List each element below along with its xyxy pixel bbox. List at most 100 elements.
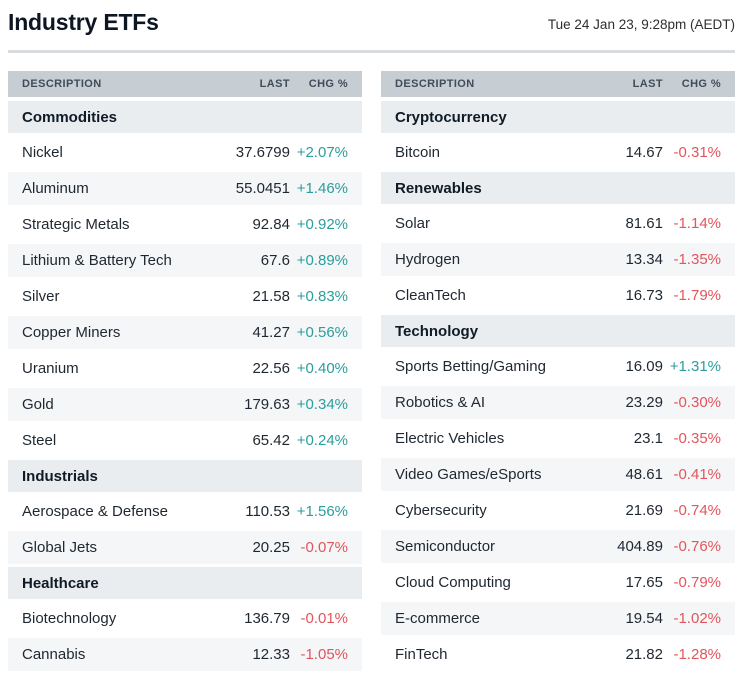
etf-change-percent: -1.05%: [300, 646, 348, 663]
etf-change-percent: +1.31%: [669, 358, 721, 375]
etf-row: E-commerce 19.54 -1.02%: [381, 602, 735, 635]
etf-name: Cloud Computing: [395, 574, 511, 591]
etf-last-value: 22.56: [252, 360, 290, 377]
etf-last-value: 14.67: [625, 144, 663, 161]
etf-last-value: 12.33: [252, 646, 290, 663]
etf-name: Cannabis: [22, 646, 86, 663]
etf-change-percent: +0.92%: [296, 216, 348, 233]
etf-change-percent: -1.79%: [673, 287, 721, 304]
etf-last-value: 21.69: [625, 502, 663, 519]
etf-name: Cybersecurity: [395, 502, 487, 519]
etf-name: Strategic Metals: [22, 216, 130, 233]
etf-row: Cybersecurity 21.69 -0.74%: [381, 494, 735, 527]
etf-row: Cannabis 12.33 -1.05%: [8, 638, 362, 671]
column-header-description: DESCRIPTION: [22, 78, 102, 90]
etf-row: Semiconductor 404.89 -0.76%: [381, 530, 735, 563]
column-header-last: LAST: [632, 78, 663, 90]
etf-change-percent: -0.07%: [300, 539, 348, 556]
section-header: Renewables: [381, 172, 735, 204]
etf-name: Bitcoin: [395, 144, 441, 161]
etf-row: Electric Vehicles 23.1 -0.35%: [381, 422, 735, 455]
etf-change-percent: -0.41%: [673, 466, 721, 483]
etf-row: Sports Betting/Gaming 16.09 +1.31%: [381, 350, 735, 383]
etf-name: Aerospace & Defense: [22, 503, 168, 520]
table-body: Commodities Nickel 37.6799 +2.07% Aluminum 55…: [8, 101, 362, 671]
etf-name: Uranium: [22, 360, 79, 377]
header-divider: [8, 50, 735, 53]
page-title: Industry ETFs: [8, 9, 159, 35]
section-header: Cryptocurrency: [381, 101, 735, 133]
etf-name: CleanTech: [395, 287, 466, 304]
etf-change-percent: -1.28%: [673, 646, 721, 663]
etf-row: Gold 179.63 +0.34%: [8, 388, 362, 421]
etf-name: E-commerce: [395, 610, 481, 627]
etf-row: Aluminum 55.0451 +1.46%: [8, 172, 362, 205]
etf-last-value: 16.09: [625, 358, 663, 375]
table-header-row: DESCRIPTION LAST CHG %: [8, 71, 362, 97]
etf-change-percent: +0.40%: [296, 360, 348, 377]
section-header: Healthcare: [8, 567, 362, 599]
table-header-row: DESCRIPTION LAST CHG %: [381, 71, 735, 97]
etf-last-value: 16.73: [625, 287, 663, 304]
section-header: Commodities: [8, 101, 362, 133]
timestamp: Tue 24 Jan 23, 9:28pm (AEDT): [547, 17, 735, 32]
etf-last-value: 136.79: [244, 610, 290, 627]
etf-change-percent: +2.07%: [296, 144, 348, 161]
etf-row: Aerospace & Defense 110.53 +1.56%: [8, 495, 362, 528]
etf-change-percent: -0.76%: [673, 538, 721, 555]
etf-name: Hydrogen: [395, 251, 461, 268]
etf-name: Biotechnology: [22, 610, 117, 627]
etf-name: Steel: [22, 432, 57, 449]
etf-change-percent: +0.89%: [296, 252, 348, 269]
etf-last-value: 20.25: [252, 539, 290, 556]
etf-name: Video Games/eSports: [395, 466, 542, 483]
etf-name: Global Jets: [22, 539, 98, 556]
etf-name: Robotics & AI: [395, 394, 486, 411]
etf-last-value: 67.6: [260, 252, 290, 269]
etf-row: Uranium 22.56 +0.40%: [8, 352, 362, 385]
etf-name: Sports Betting/Gaming: [395, 358, 546, 375]
etf-change-percent: -0.31%: [673, 144, 721, 161]
etf-change-percent: -0.79%: [673, 574, 721, 591]
etf-row: Cloud Computing 17.65 -0.79%: [381, 566, 735, 599]
etf-last-value: 13.34: [625, 251, 663, 268]
etf-change-percent: +0.34%: [296, 396, 348, 413]
etf-change-percent: +0.83%: [296, 288, 348, 305]
etf-row: FinTech 21.82 -1.28%: [381, 638, 735, 671]
column-header-description: DESCRIPTION: [395, 78, 475, 90]
etf-last-value: 81.61: [625, 215, 663, 232]
etf-row: Lithium & Battery Tech 67.6 +0.89%: [8, 244, 362, 277]
etf-name: Aluminum: [22, 180, 89, 197]
etf-name: Solar: [395, 215, 431, 232]
etf-change-percent: +1.46%: [296, 180, 348, 197]
etf-change-percent: +1.56%: [296, 503, 348, 520]
etf-row: Video Games/eSports 48.61 -0.41%: [381, 458, 735, 491]
etf-change-percent: -1.14%: [673, 215, 721, 232]
etf-last-value: 17.65: [625, 574, 663, 591]
etf-last-value: 21.82: [625, 646, 663, 663]
etf-last-value: 65.42: [252, 432, 290, 449]
etf-name: Nickel: [22, 144, 63, 161]
etf-change-percent: -0.35%: [673, 430, 721, 447]
section-header: Technology: [381, 315, 735, 347]
etf-row: Robotics & AI 23.29 -0.30%: [381, 386, 735, 419]
etf-change-percent: -1.02%: [673, 610, 721, 627]
etf-row: Nickel 37.6799 +2.07%: [8, 136, 362, 169]
section-header: Industrials: [8, 460, 362, 492]
etf-last-value: 55.0451: [235, 180, 290, 197]
etf-row: Biotechnology 136.79 -0.01%: [8, 602, 362, 635]
etf-name: Electric Vehicles: [395, 430, 505, 447]
etf-last-value: 92.84: [252, 216, 290, 233]
etf-change-percent: -1.35%: [673, 251, 721, 268]
etf-row: CleanTech 16.73 -1.79%: [381, 279, 735, 312]
table-body: Cryptocurrency Bitcoin 14.67 -0.31% Renewabl…: [381, 101, 735, 671]
etf-name: Lithium & Battery Tech: [22, 252, 172, 269]
column-header-chg: CHG %: [308, 78, 348, 90]
etf-last-value: 41.27: [252, 324, 290, 341]
etf-table: DESCRIPTION LAST CHG % Commodities Nickel…: [8, 71, 362, 674]
etf-last-value: 37.6799: [235, 144, 290, 161]
etf-change-percent: +0.24%: [296, 432, 348, 449]
etf-row: Global Jets 20.25 -0.07%: [8, 531, 362, 564]
etf-table: DESCRIPTION LAST CHG % Cryptocurrency Bit…: [381, 71, 735, 674]
